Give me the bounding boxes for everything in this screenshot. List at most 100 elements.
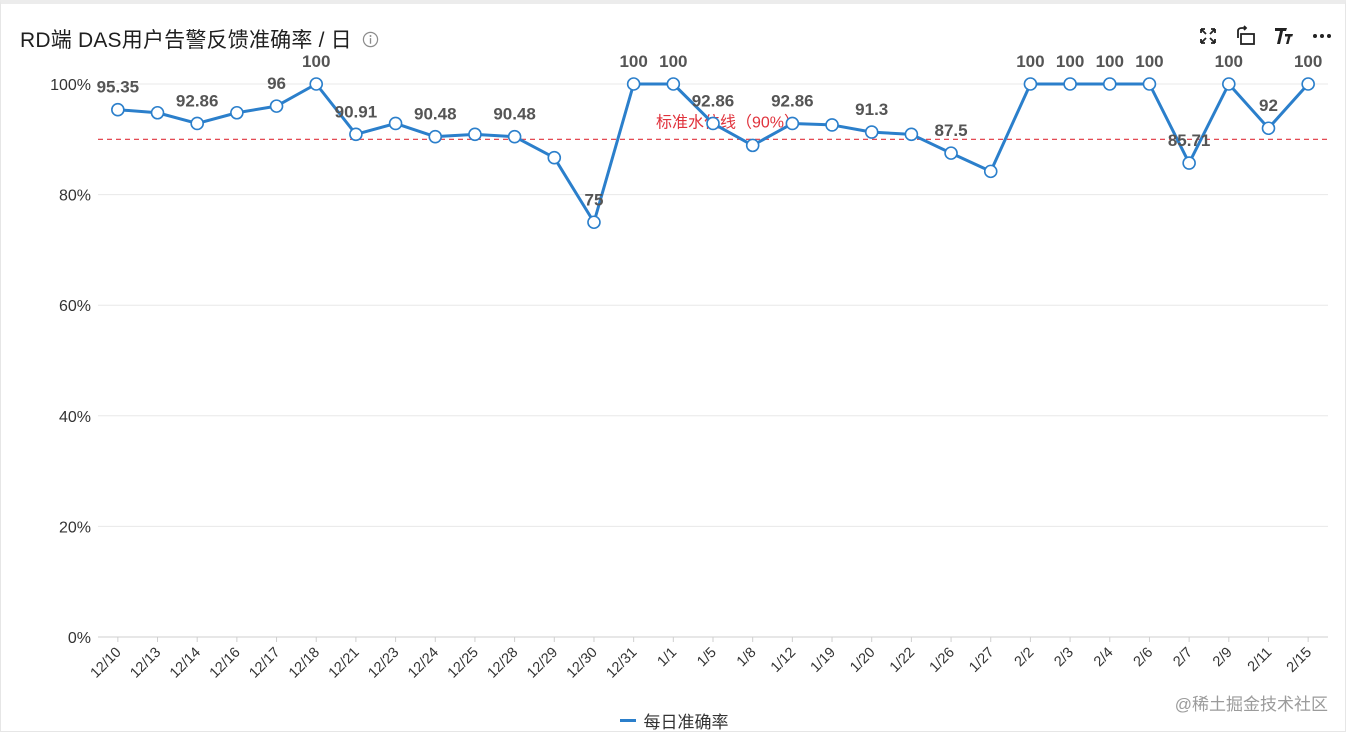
data-label: 85.71: [1168, 131, 1211, 150]
x-tick-label: 2/6: [1131, 645, 1157, 671]
data-point: [1222, 77, 1236, 91]
data-point: [944, 146, 958, 160]
more-button[interactable]: [1310, 24, 1334, 48]
x-tick-label: 12/30: [564, 645, 601, 682]
data-point: [706, 116, 720, 131]
data-label: 92: [1259, 96, 1278, 115]
data-point: [666, 77, 681, 91]
legend-swatch: [619, 719, 636, 722]
data-point: [428, 129, 443, 144]
y-tick-label: 80%: [59, 188, 91, 205]
data-point: [190, 116, 204, 131]
data-point: [785, 116, 800, 131]
data-point: [1182, 156, 1196, 170]
x-tick-label: 1/22: [887, 645, 918, 676]
info-icon[interactable]: [362, 31, 379, 48]
chart-header: RD端 DAS用户告警反馈准确率 / 日: [20, 24, 379, 54]
data-point: [864, 125, 879, 139]
data-label: 92.86: [176, 91, 219, 110]
x-tick-label: 2/7: [1170, 645, 1196, 671]
data-point: [1301, 77, 1315, 91]
data-point: [587, 215, 601, 230]
fullscreen-icon: [1200, 28, 1216, 44]
x-tick-label: 2/4: [1091, 645, 1117, 671]
x-tick-label: 12/17: [246, 645, 283, 682]
data-point: [111, 102, 125, 117]
y-tick-label: 40%: [59, 409, 91, 426]
data-point: [309, 77, 324, 91]
data-label: 100: [1016, 52, 1044, 71]
x-tick-label: 12/13: [127, 645, 164, 682]
x-tick-label: 12/31: [603, 645, 640, 682]
data-point: [507, 129, 522, 144]
x-tick-label: 12/18: [286, 645, 323, 682]
y-tick-label: 20%: [59, 519, 91, 536]
data-point: [150, 105, 165, 120]
x-tick-label: 12/25: [445, 645, 482, 682]
x-tick-label: 1/19: [808, 645, 839, 676]
rotate-button[interactable]: [1234, 24, 1258, 48]
data-point: [269, 99, 284, 113]
data-point: [1142, 77, 1157, 91]
data-point: [745, 138, 760, 153]
x-tick-label: 12/28: [484, 645, 521, 682]
x-tick-label: 2/11: [1245, 645, 1276, 676]
data-label: 92.86: [771, 91, 814, 110]
data-point: [904, 127, 919, 142]
data-point: [230, 105, 244, 120]
font-toggle-button[interactable]: [1272, 24, 1296, 48]
x-tick-label: 2/9: [1210, 645, 1236, 671]
data-label: 87.5: [935, 121, 968, 140]
data-point: [349, 127, 363, 142]
data-label: 100: [1215, 52, 1243, 71]
rotate-icon: [1237, 25, 1255, 45]
x-tick-label: 1/12: [768, 645, 799, 676]
data-label: 90.91: [335, 102, 378, 121]
chart-toolbar: [1196, 24, 1334, 48]
x-tick-label: 2/15: [1284, 645, 1315, 676]
x-tick-label: 2/3: [1051, 645, 1077, 671]
data-point: [1023, 77, 1038, 91]
x-tick-label: 12/24: [405, 645, 442, 682]
data-point: [468, 127, 482, 142]
x-tick-label: 2/2: [1012, 645, 1038, 671]
fullscreen-button[interactable]: [1196, 24, 1220, 48]
data-label: 90.48: [414, 105, 457, 124]
data-point: [983, 164, 998, 179]
x-tick-label: 1/1: [655, 645, 681, 671]
data-point: [547, 150, 562, 165]
reference-line-label: 标准水位线（90%）: [656, 113, 800, 131]
data-point: [388, 116, 403, 131]
data-point: [626, 77, 641, 91]
legend-label: 每日准确率: [643, 713, 729, 732]
x-tick-label: 1/8: [734, 645, 760, 671]
data-label: 100: [619, 52, 647, 71]
brand-watermark: @稀土掘金技术社区: [1174, 695, 1328, 714]
data-label: 100: [1056, 52, 1084, 71]
data-label: 90.48: [493, 105, 536, 124]
data-point: [825, 118, 839, 132]
data-label: 100: [659, 52, 687, 71]
x-tick-label: 1/26: [927, 645, 958, 676]
chart-legend[interactable]: 每日准确率: [0, 708, 1348, 733]
data-label: 75: [585, 190, 604, 209]
data-label: 95.35: [97, 78, 140, 97]
y-tick-label: 60%: [59, 298, 91, 315]
data-label: 100: [1135, 52, 1163, 71]
data-label: 91.3: [855, 100, 888, 119]
x-tick-label: 12/29: [524, 645, 561, 682]
data-point: [1261, 121, 1276, 136]
data-label: 100: [1294, 52, 1322, 71]
data-label: 100: [302, 52, 330, 71]
y-tick-label: 100%: [50, 77, 91, 94]
font-toggle-icon: [1275, 28, 1293, 44]
y-tick-label: 0%: [68, 630, 91, 647]
x-tick-label: 12/14: [167, 645, 204, 682]
x-tick-label: 12/16: [207, 645, 244, 682]
x-tick-label: 12/10: [88, 645, 125, 682]
x-tick-label: 1/20: [847, 645, 878, 676]
x-tick-label: 1/27: [966, 645, 997, 676]
more-icon: [1313, 34, 1331, 38]
